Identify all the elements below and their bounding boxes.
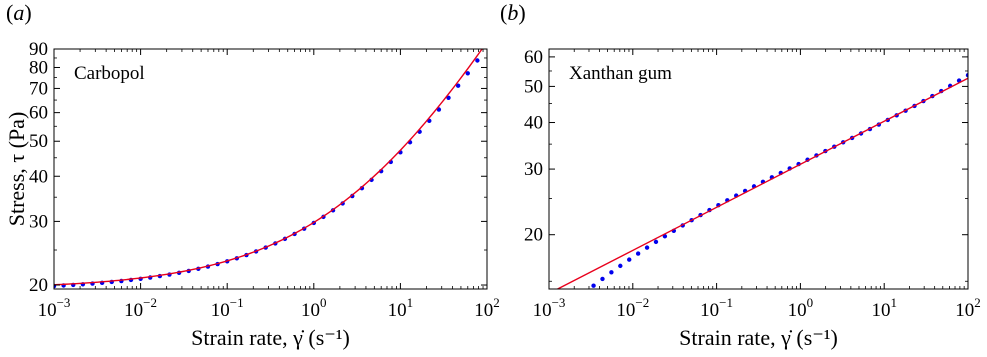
- panel-label: (a): [6, 0, 32, 25]
- y-tick-label: 20: [29, 275, 48, 296]
- chart-panel-a: (a) 10−3 10−2 10−1 100 101 102 20 30 40 50 60 708090…: [4, 0, 500, 350]
- chart-panel-b: (b) 10−3 10−2 10−1 100 101 102 20 30 40 50 60 Xantha…: [500, 0, 981, 350]
- x-tick-label: 10−3: [533, 295, 566, 321]
- data-point: [653, 239, 659, 245]
- data-point: [609, 270, 614, 275]
- data-point: [574, 298, 578, 302]
- y-tick-label: 50: [524, 76, 543, 97]
- x-tick-label: 10−3: [38, 295, 71, 321]
- plot-area: [547, 73, 968, 325]
- y-tick-label: 90: [29, 39, 48, 60]
- data-point: [475, 58, 480, 63]
- x-tick-label: 10−1: [211, 295, 244, 321]
- data-point: [644, 245, 650, 250]
- x-tick-label: 102: [474, 295, 500, 321]
- x-tick-label: 10−2: [124, 295, 157, 321]
- axes-frame: [548, 48, 969, 290]
- x-tick-label: 10−1: [700, 295, 733, 321]
- y-tick-label: 60: [524, 47, 543, 68]
- x-tick-label: 101: [871, 295, 897, 321]
- data-point: [547, 321, 551, 325]
- panel-annotation: Carbopol: [74, 63, 145, 84]
- data-point: [627, 257, 632, 262]
- data-point: [446, 95, 451, 101]
- x-axis-label: Strain rate, γ̇ (s⁻¹): [191, 325, 350, 350]
- data-point: [635, 251, 641, 256]
- plot-area: [54, 49, 487, 289]
- axes-frame: [53, 48, 488, 290]
- y-tick-label: 30: [524, 159, 543, 180]
- y-tick-label: 30: [29, 211, 48, 232]
- data-point: [582, 291, 586, 295]
- data-point: [618, 263, 623, 269]
- x-tick-label: 10−2: [616, 295, 649, 321]
- y-tick-label: 40: [29, 166, 48, 187]
- y-tick-label: 50: [29, 131, 48, 152]
- y-axis-label: Stress, τ (Pa): [4, 112, 29, 227]
- data-point: [455, 83, 461, 88]
- data-point: [465, 71, 470, 76]
- x-tick-label: 100: [788, 295, 814, 321]
- x-axis-label: Strain rate, γ̇ (s⁻¹): [679, 325, 838, 350]
- y-tick-label: 60: [29, 103, 48, 124]
- x-tick-label: 102: [955, 295, 981, 321]
- fit-line: [556, 77, 968, 289]
- panel-annotation: Xanthan gum: [569, 63, 672, 84]
- y-tick-label: 70: [29, 78, 48, 99]
- panel-label: (b): [500, 0, 526, 25]
- data-point: [556, 313, 560, 317]
- y-tick-label: 20: [524, 225, 543, 246]
- fit-line: [54, 49, 483, 286]
- y-tick-label: 80: [29, 57, 48, 78]
- y-tick-label: 40: [524, 113, 543, 134]
- x-tick-label: 100: [301, 295, 327, 321]
- data-point: [591, 283, 596, 288]
- data-point: [965, 73, 968, 78]
- x-tick-label: 101: [388, 295, 414, 321]
- data-point: [600, 276, 605, 282]
